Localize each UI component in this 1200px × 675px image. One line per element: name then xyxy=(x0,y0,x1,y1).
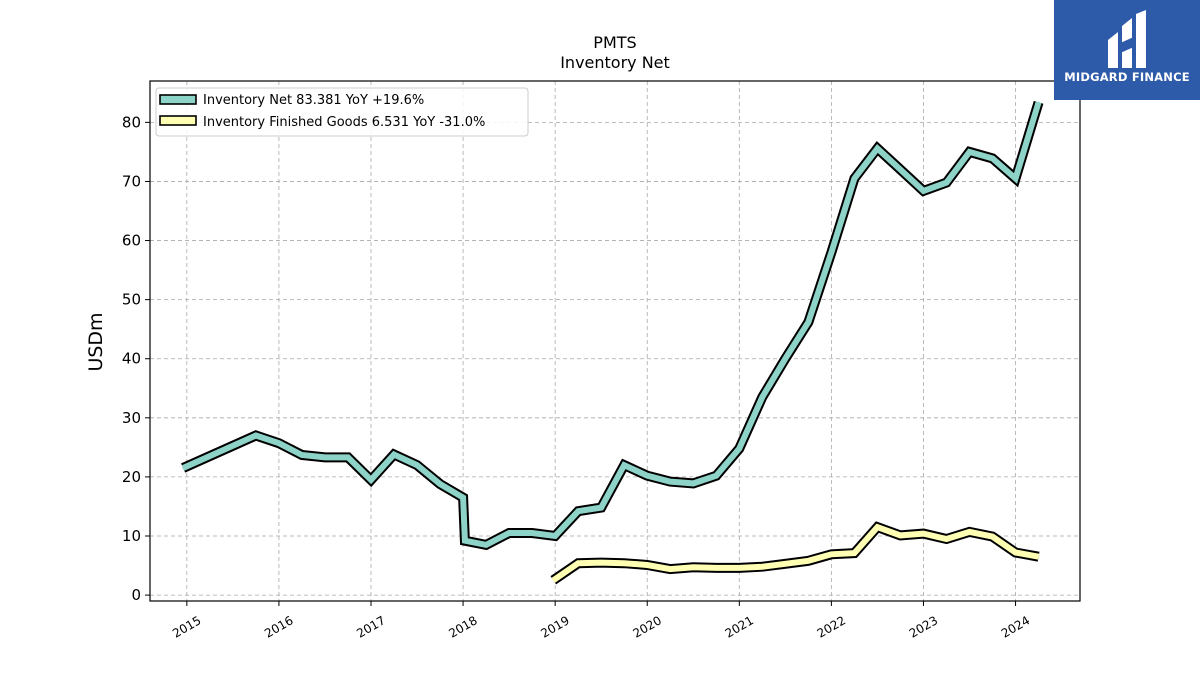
series-outline-inventory-net xyxy=(181,100,1044,551)
data-point-inventory-finished-goods xyxy=(945,538,948,540)
data-point-inventory-net xyxy=(738,447,741,450)
data-point-inventory-finished-goods xyxy=(922,532,925,535)
data-point-inventory-finished-goods xyxy=(853,552,856,554)
data-point-inventory-finished-goods xyxy=(623,562,625,564)
data-point-inventory-net xyxy=(1037,101,1040,104)
data-point-inventory-net xyxy=(600,506,602,509)
y-tick-label: 70 xyxy=(122,172,141,190)
y-axis-label: USDm xyxy=(85,312,107,371)
x-tick-label: 2015 xyxy=(170,613,203,640)
data-point-inventory-net xyxy=(761,396,764,398)
data-point-inventory-net xyxy=(899,168,902,171)
grid xyxy=(150,81,1080,601)
data-point-inventory-finished-goods xyxy=(577,562,579,564)
data-point-inventory-net xyxy=(669,480,671,483)
y-tick-label: 80 xyxy=(122,113,141,131)
data-point-inventory-net xyxy=(784,357,787,360)
logo-text: MIDGARD FINANCE xyxy=(1064,70,1190,84)
y-tick-label: 50 xyxy=(122,291,141,309)
x-tick-label: 2018 xyxy=(446,613,479,640)
plot-frame xyxy=(149,80,1081,602)
data-point-inventory-net xyxy=(876,147,879,150)
data-point-inventory-net xyxy=(692,482,695,485)
data-point-inventory-net xyxy=(577,510,579,512)
y-tick-label: 0 xyxy=(131,586,141,604)
data-point-inventory-finished-goods xyxy=(968,531,971,533)
data-point-inventory-net xyxy=(531,532,533,534)
data-point-inventory-net xyxy=(830,251,833,254)
legend-box xyxy=(155,87,529,137)
x-tick-label: 2021 xyxy=(723,613,756,640)
data-point-inventory-finished-goods xyxy=(1014,551,1017,554)
y-tick-label: 20 xyxy=(122,468,141,486)
data-point-inventory-finished-goods xyxy=(646,564,648,566)
data-point-inventory-finished-goods xyxy=(600,561,602,564)
data-point-inventory-net xyxy=(554,535,556,537)
data-point-inventory-net xyxy=(462,496,464,499)
legend-label-inventory-finished-goods: Inventory Finished Goods 6.531 YoY -31.0… xyxy=(203,115,485,130)
data-point-inventory-net xyxy=(646,474,648,477)
data-point-inventory-net xyxy=(439,483,441,485)
y-tick-label: 30 xyxy=(122,409,141,427)
series-layer xyxy=(181,100,1044,585)
legend-label-inventory-net: Inventory Net 83.381 YoY +19.6% xyxy=(203,93,424,108)
legend-swatch-inventory-finished-goods xyxy=(159,115,197,126)
data-point-inventory-net xyxy=(255,434,257,437)
data-point-inventory-finished-goods xyxy=(991,535,994,538)
data-point-inventory-net xyxy=(1014,177,1017,180)
data-point-inventory-net xyxy=(464,539,466,542)
legend: Inventory Net 83.381 YoY +19.6% Inventor… xyxy=(155,87,529,137)
brand-logo: MIDGARD FINANCE xyxy=(1054,0,1200,100)
data-point-inventory-finished-goods xyxy=(715,567,718,569)
data-point-inventory-finished-goods xyxy=(807,560,810,562)
data-point-inventory-net xyxy=(807,321,810,323)
data-point-inventory-net xyxy=(485,544,487,546)
x-tick-label: 2019 xyxy=(538,613,571,640)
data-point-inventory-net xyxy=(182,467,184,469)
chart-subtitle: Inventory Net xyxy=(560,53,670,72)
data-point-inventory-net xyxy=(968,151,971,153)
data-point-inventory-finished-goods xyxy=(669,568,671,570)
series-line-inventory-net xyxy=(181,101,1042,549)
data-point-inventory-finished-goods xyxy=(784,563,787,565)
data-point-inventory-net xyxy=(991,157,994,160)
data-point-inventory-finished-goods xyxy=(876,526,879,528)
y-tick-label: 10 xyxy=(122,527,141,545)
data-point-inventory-net xyxy=(301,454,303,456)
legend-swatch-inventory-net xyxy=(159,94,197,105)
data-point-inventory-net xyxy=(393,453,395,456)
data-point-inventory-finished-goods xyxy=(692,566,695,569)
x-tick-label: 2022 xyxy=(815,613,848,640)
y-tick-label: 40 xyxy=(122,350,141,368)
x-tick-label: 2023 xyxy=(907,613,940,640)
data-point-inventory-net xyxy=(416,464,418,466)
data-point-inventory-finished-goods xyxy=(1037,555,1040,558)
data-point-inventory-net xyxy=(853,177,856,180)
data-point-inventory-net xyxy=(370,479,372,481)
chart-title: PMTS xyxy=(593,33,636,52)
data-point-inventory-finished-goods xyxy=(761,565,764,568)
data-point-inventory-net xyxy=(945,181,948,184)
data-point-inventory-finished-goods xyxy=(899,534,902,537)
data-point-inventory-finished-goods xyxy=(738,567,741,569)
data-point-inventory-net xyxy=(715,474,718,477)
x-tick-label: 2017 xyxy=(354,613,387,640)
data-point-inventory-net xyxy=(508,532,510,534)
logo-mark-icon xyxy=(1108,10,1146,68)
data-point-inventory-net xyxy=(347,456,349,459)
x-tick-label: 2024 xyxy=(999,613,1032,640)
data-point-inventory-finished-goods xyxy=(552,579,555,582)
data-point-inventory-net xyxy=(324,456,326,459)
series-line-inventory-finished-goods xyxy=(551,523,1040,583)
x-tick-label: 2020 xyxy=(631,613,664,640)
data-point-inventory-net xyxy=(623,464,625,466)
data-point-inventory-finished-goods xyxy=(830,553,833,556)
y-tick-label: 60 xyxy=(122,232,141,250)
data-point-inventory-net xyxy=(922,190,925,192)
x-tick-label: 2016 xyxy=(262,613,295,640)
data-point-inventory-net xyxy=(278,442,280,445)
